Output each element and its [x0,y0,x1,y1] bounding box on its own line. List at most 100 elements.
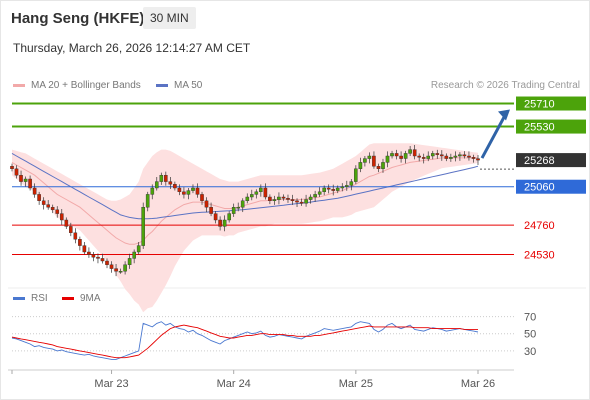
candle-down [213,213,218,221]
bollinger-band [12,143,478,313]
candle-down [376,165,381,169]
candle-down [444,155,449,159]
candle-down [440,154,444,157]
candle-down [417,155,422,158]
legend-ma9-label: 9MA [80,293,101,304]
legend-rsi: RSI [13,293,48,304]
level-label-25710: 25710 [516,96,586,111]
instrument-title: Hang Seng (HKFE) [11,10,145,27]
level-label-25268: 25268 [516,153,586,168]
legend-ma9: 9MA [62,293,101,304]
candle-down [476,158,480,161]
candle-down [163,174,168,182]
candle-down [177,187,182,192]
candle-down [14,168,19,176]
legend-ma20-label: MA 20 + Bollinger Bands [31,80,141,91]
legend-ma20: MA 20 + Bollinger Bands [13,80,141,91]
candle-up [431,153,435,157]
candle-up [236,206,241,209]
candle-up [145,194,150,208]
candle-up [345,185,349,187]
x-tick-label: Mar 25 [339,378,373,390]
candle-down [105,260,109,265]
candle-down [462,154,467,157]
candle-down [168,181,173,185]
candle-down [73,232,78,240]
candle-down [32,187,37,195]
candle-down [200,194,204,201]
rsi-tick-label: 50 [524,329,536,341]
candle-up [458,154,462,157]
candle-up [159,174,164,182]
candle-up [154,181,159,189]
candle-down [82,245,87,253]
candle-down [28,178,32,189]
candle-down [286,197,290,200]
candle-down [209,206,213,214]
legend-rsi-label: RSI [31,293,48,304]
candle-up [403,153,408,159]
level-label-text: 25268 [524,155,555,167]
candle-up [272,199,277,201]
candle-down [331,189,336,191]
level-label-25530: 25530 [516,119,586,134]
candle-down [64,219,69,227]
candle-down [46,204,50,208]
candle-down [295,200,299,203]
candle-down [412,149,417,157]
x-tick-label: Mar 24 [217,378,251,390]
candle-up [245,196,250,201]
candle-up [23,178,28,182]
candle-up [335,187,340,191]
candle-down [268,196,272,201]
candle-down [263,187,268,198]
level-label-text: 24760 [524,220,555,232]
ma9-swatch [62,297,74,300]
candle-down [100,258,105,262]
candle-up [141,206,146,246]
candle-down [50,206,55,210]
candle-up [191,187,195,191]
candle-up [354,168,358,182]
candle-down [19,174,23,182]
candle-up [186,190,191,195]
candle-up [385,155,390,163]
candle-up [322,187,327,192]
candle-up [249,194,254,198]
candle-down [372,155,376,167]
candle-up [408,149,412,154]
level-label-24530: 24530 [524,250,555,262]
candle-down [182,191,186,195]
candle-down [37,194,41,201]
level-label-bg [516,119,586,134]
level-label-text: 25710 [524,99,555,111]
candle-down [467,155,471,158]
candle-down [60,213,64,221]
candle-down [195,187,200,195]
level-label-bg [516,153,586,168]
period-badge[interactable]: 30 MIN [143,7,196,29]
candle-down [204,200,209,208]
candle-up [150,187,155,195]
candle-up [381,162,385,169]
candle-up [453,155,458,158]
candle-down [299,201,304,204]
level-label-text: 24530 [524,250,555,262]
candle-up [340,186,345,189]
candle-down [114,268,118,272]
forecast-arrow [480,112,508,159]
legend-ma50: MA 50 [156,80,202,91]
candle-up [390,153,394,157]
credit-text: Research © 2026 Trading Central [430,80,580,91]
candle-down [41,200,46,205]
candle-down [55,209,59,214]
candle-up [222,219,227,227]
candle-down [326,187,331,190]
candle-down [109,264,114,269]
candle-down [78,238,82,246]
candle-down [218,219,222,227]
candle-up [308,196,313,200]
candle-down [435,153,440,155]
candle-up [317,191,322,195]
